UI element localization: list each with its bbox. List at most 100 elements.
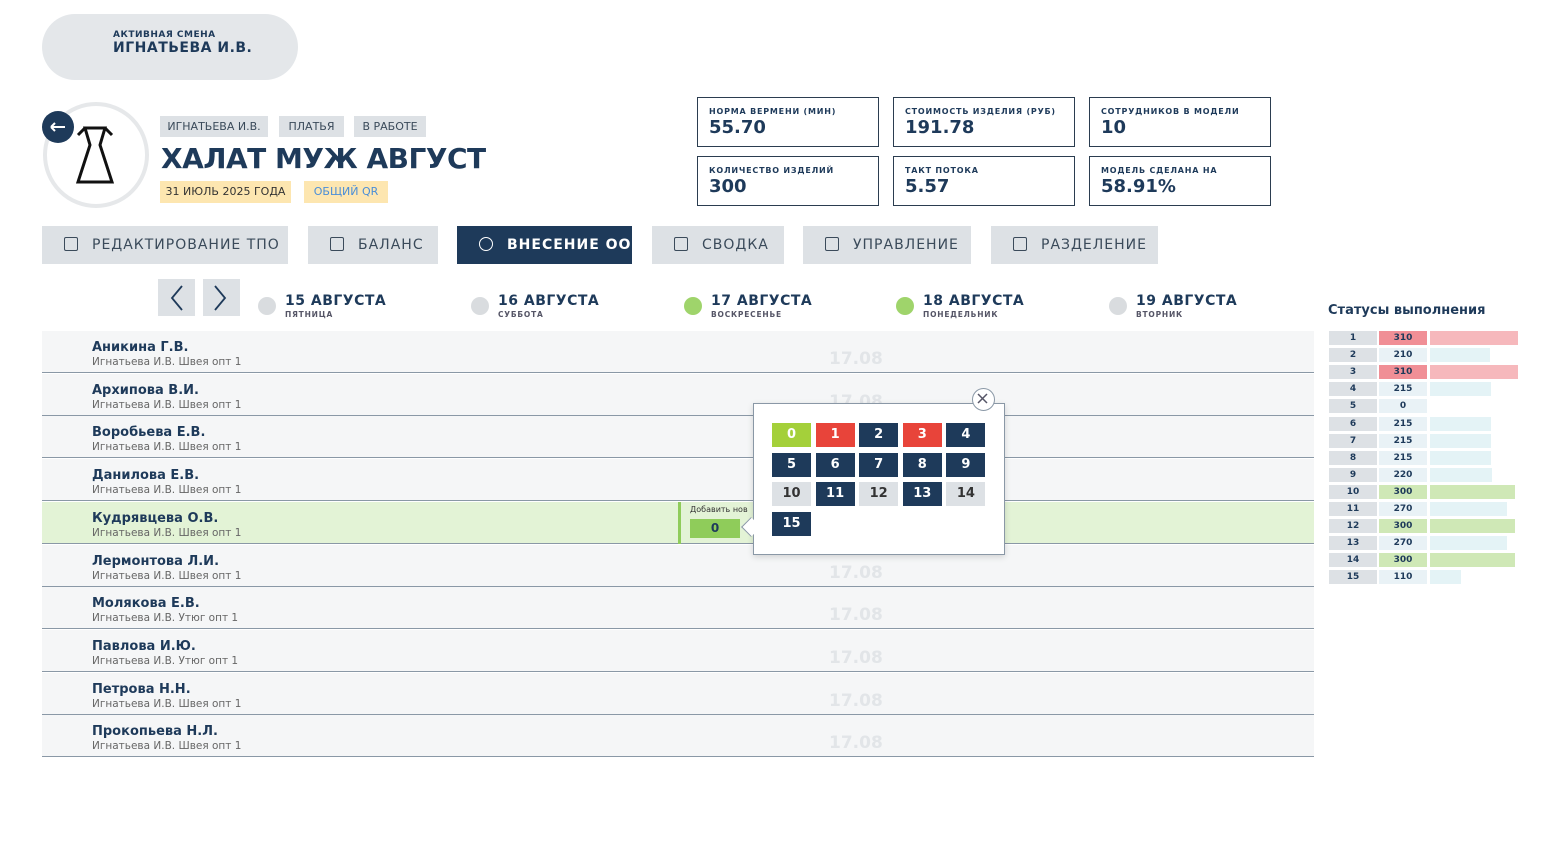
employee-role: Игнатьева И.В. Швея опт 1 [92,526,242,539]
picker-tile[interactable]: 5 [772,452,811,477]
employee-name: Аникина Г.В. [92,340,189,355]
status-bar [1430,484,1516,499]
status-number: 12 [1329,519,1377,534]
tab[interactable] [308,226,438,264]
model-date: 31 ИЮЛЬ 2025 ГОДА [160,181,291,203]
stat-label: СОТРУДНИКОВ В МОДЕЛИ [1101,107,1240,116]
status-value: 270 [1379,502,1427,516]
tab-label: УПРАВЛЕНИЕ [853,237,959,253]
employee-row [42,459,1314,502]
nav-button[interactable] [203,279,240,316]
status-value: 0 [1379,399,1427,414]
model-tag: ПЛАТЬЯ [279,116,344,137]
qr-button[interactable]: ОБЩИЙ QR [304,181,388,203]
stat-label: МОДЕЛЬ СДЕЛАНА НА [1101,166,1218,175]
tab-icon [1013,237,1027,251]
picker-tile[interactable]: 8 [902,452,942,477]
picker-tile[interactable]: 10 [772,482,811,507]
employee-row [42,672,1314,715]
day-date: 17 АВГУСТА [711,293,813,309]
stat-value: 55.70 [709,117,766,138]
stat-value: 300 [709,176,747,197]
status-bar [1430,382,1492,397]
model-tag: ИГНАТЬЕВА И.В. [160,116,268,137]
employee-row [42,587,1314,630]
picker-tile[interactable]: 9 [946,452,986,477]
placeholder-date: 17.08 [829,733,883,754]
picker-tile[interactable]: 11 [815,482,855,507]
stat-card [1089,156,1271,206]
picker-tile[interactable]: 1 [815,423,855,447]
day-weekday: ПЯТНИЦА [285,310,334,319]
employee-name: Павлова И.Ю. [92,638,196,654]
employee-role: Игнатьева И.В. Утюг опт 1 [92,654,239,667]
employee-row [42,715,1314,758]
status-number: 4 [1329,382,1377,397]
tab-icon [64,237,78,251]
stat-card [697,156,879,206]
picker-tile[interactable]: 4 [946,423,986,447]
status-bar [1430,536,1507,551]
employee-role: Игнатьева И.В. Швея опт 1 [92,569,242,582]
tab-label: РЕДАКТИРОВАНИЕ ТПО [92,237,280,253]
status-number: 7 [1329,433,1377,448]
day-date: 15 АВГУСТА [285,293,387,309]
tab-icon [825,237,839,251]
day-weekday: ПОНЕДЕЛЬНИК [923,310,999,319]
tab-label: РАЗДЕЛЕНИЕ [1041,237,1147,253]
day-status [471,297,489,315]
tab-label: БАЛАНС [358,237,424,253]
status-number: 5 [1329,399,1377,414]
quick-add-value[interactable]: 0 [690,518,740,538]
status-bar [1430,433,1492,448]
stat-label: КОЛИЧЕСТВО ИЗДЕЛИЙ [709,166,835,175]
tab[interactable] [991,226,1158,264]
status-number: 15 [1329,570,1377,585]
day-date: 18 АВГУСТА [923,293,1025,309]
status-bar [1430,348,1490,363]
model-tag: В РАБОТЕ [354,116,426,137]
picker-tile[interactable]: 6 [815,452,855,477]
placeholder-date: 17.08 [829,647,883,668]
nav-button[interactable] [158,279,195,316]
picker-tile[interactable]: 12 [859,482,899,507]
stat-value: 5.57 [905,176,950,197]
status-bar [1430,331,1518,345]
employee-name: Данилова Е.В. [92,468,200,484]
statuses-title: Статусы выполнения [1328,303,1486,318]
employee-role: Игнатьева И.В. Утюг опт 1 [92,612,239,625]
picker-tile[interactable]: 2 [859,423,899,447]
stat-value: 58.91% [1101,176,1176,197]
picker-tile[interactable]: 14 [946,482,986,507]
close-icon [977,393,988,404]
employee-role: Игнатьева И.В. Швея опт 1 [92,484,242,497]
dress-icon [75,126,115,184]
tab[interactable] [42,226,288,264]
status-bar [1430,416,1492,431]
status-value: 310 [1379,365,1427,380]
close-cross [977,393,988,404]
status-number: 11 [1329,502,1377,516]
placeholder-date: 17.08 [829,349,883,369]
picker-tile[interactable]: 7 [859,452,899,477]
status-number: 2 [1329,348,1377,363]
status-bar [1430,553,1516,568]
close-button[interactable] [972,388,995,411]
picker-tile[interactable]: 0 [772,423,811,447]
picker-tile[interactable]: 15 [772,511,811,536]
tab[interactable] [803,226,971,264]
status-value: 215 [1379,382,1427,397]
employee-row [42,331,1314,373]
status-number: 14 [1329,553,1377,568]
stat-card [893,97,1075,147]
stat-label: СТОИМОСТЬ ИЗДЕЛИЯ (РУБ) [905,107,1056,116]
day-status [258,297,276,315]
status-number: 10 [1329,484,1377,499]
status-value: 270 [1379,536,1427,551]
picker-tile[interactable]: 13 [902,482,942,507]
status-value: 300 [1379,553,1427,568]
picker-tile[interactable]: 3 [902,423,942,447]
employee-name: Кудрявцева О.В. [92,510,219,526]
back-arrow [50,122,65,132]
tab-icon [674,237,688,251]
